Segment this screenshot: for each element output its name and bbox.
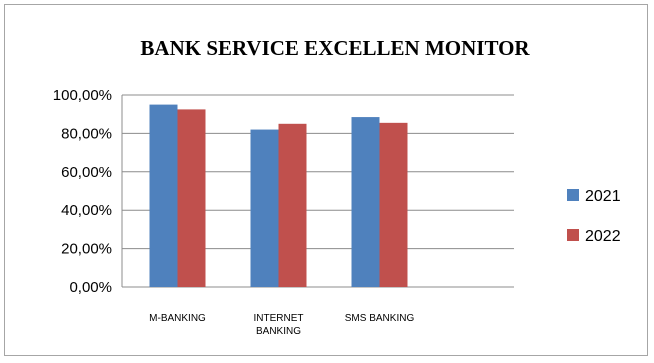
legend-swatch-2021 [567,189,579,201]
bar-2022-2 [379,122,408,287]
legend-swatch-2022 [567,229,579,241]
y-tick-label: 80,00% [61,125,112,142]
legend-label: 2022 [585,228,621,245]
y-tick-label: 0,00% [69,279,112,296]
x-tick-label: BANKING [256,326,301,337]
bar-2021-2 [351,117,380,287]
x-tick-label: M-BANKING [149,313,206,324]
chart-area: BANK SERVICE EXCELLEN MONITOR 0,00% 20,00… [4,4,648,356]
bar-2021-1 [250,129,279,287]
bar-2021-0 [149,104,178,287]
x-tick-label: INTERNET [254,313,304,324]
bars [149,104,408,288]
x-tick-label: SMS BANKING [345,313,415,324]
bar-2022-0 [177,109,206,288]
y-tick-label: 60,00% [61,164,112,181]
chart-title: BANK SERVICE EXCELLEN MONITOR [140,36,530,60]
legend-label: 2021 [585,188,621,205]
y-tick-label: 20,00% [61,241,112,258]
x-axis-ticks: M-BANKING INTERNET BANKING SMS BANKING [149,313,414,337]
y-tick-label: 100,00% [53,87,112,104]
legend: 2021 2022 [567,188,621,245]
bar-chart: BANK SERVICE EXCELLEN MONITOR 0,00% 20,00… [53,36,621,337]
y-axis-ticks: 0,00% 20,00% 40,00% 60,00% 80,00% 100,00% [53,87,112,296]
y-tick-label: 40,00% [61,202,112,219]
bar-2022-1 [278,123,307,287]
